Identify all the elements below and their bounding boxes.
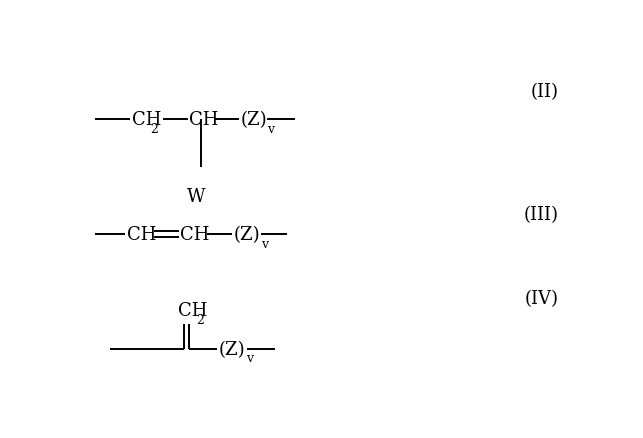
Text: CH: CH (189, 111, 219, 129)
Text: (Z): (Z) (234, 226, 260, 244)
Text: v: v (267, 122, 275, 135)
Text: CH: CH (180, 226, 210, 244)
Text: 2: 2 (150, 122, 158, 135)
Text: (II): (II) (530, 83, 559, 101)
Text: v: v (261, 237, 268, 250)
Text: CH: CH (177, 302, 207, 320)
Text: (IV): (IV) (525, 290, 559, 308)
Text: 2: 2 (196, 313, 204, 326)
Text: v: v (246, 352, 253, 364)
Text: (III): (III) (524, 205, 559, 223)
Text: (Z): (Z) (219, 340, 246, 358)
Text: (Z): (Z) (240, 111, 267, 129)
Text: CH: CH (127, 226, 156, 244)
Text: W: W (187, 187, 206, 205)
Text: CH: CH (132, 111, 161, 129)
